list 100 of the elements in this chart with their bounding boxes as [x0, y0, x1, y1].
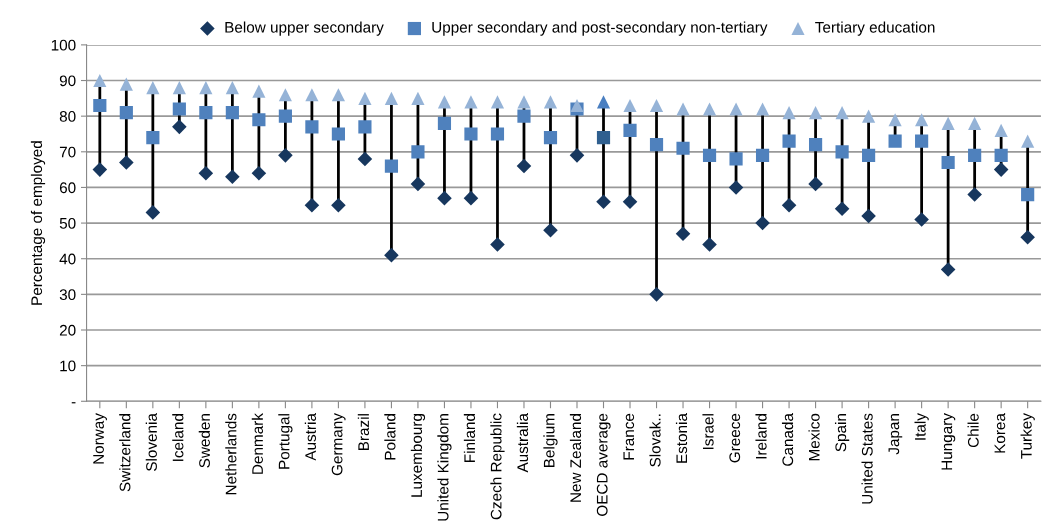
point [490, 237, 505, 252]
point [437, 95, 452, 109]
point [304, 197, 320, 213]
point [225, 106, 239, 120]
x-tick-label: Sweden [198, 414, 210, 468]
point [1020, 230, 1035, 245]
point [915, 134, 929, 148]
y-tick-label: 100 [51, 39, 76, 51]
x-tick-label: Finland [463, 414, 476, 462]
x-tick-label: Chile [967, 413, 979, 448]
x-tick-label: Spain [834, 414, 850, 452]
x-tick-label: Australia [516, 413, 529, 473]
point [490, 127, 505, 141]
point [278, 109, 292, 123]
point [411, 145, 425, 159]
point [808, 106, 823, 120]
x-tick-label: Estonia [675, 413, 688, 463]
point [676, 102, 690, 116]
point [252, 113, 266, 127]
point [835, 145, 849, 159]
point [490, 95, 505, 109]
point [543, 95, 558, 109]
point [92, 162, 108, 177]
x-tick-label: OECD average [596, 413, 611, 516]
point [410, 176, 426, 192]
point [305, 120, 319, 134]
point [305, 88, 319, 102]
point [967, 187, 982, 202]
point [835, 106, 849, 120]
x-tick-label: Slovenia [145, 413, 157, 471]
point [384, 91, 399, 105]
point [808, 138, 823, 152]
x-tick-label: Austria [304, 413, 316, 461]
point [781, 197, 797, 213]
point [702, 148, 717, 162]
point [543, 222, 558, 238]
point [516, 158, 532, 174]
point [252, 84, 266, 98]
point [649, 138, 664, 152]
point [993, 162, 1009, 177]
x-tick-label: Italy [914, 413, 929, 440]
point [941, 155, 955, 170]
x-tick-label: Korea [994, 413, 1006, 453]
point [862, 109, 876, 123]
point [464, 95, 478, 109]
point [862, 148, 876, 162]
x-tick-label: Turkey [1020, 413, 1035, 459]
point [411, 91, 425, 105]
point [358, 120, 372, 134]
point [543, 130, 558, 145]
point [1021, 134, 1035, 148]
point [278, 148, 293, 163]
point [172, 119, 187, 135]
x-tick-label: Portugal [278, 414, 293, 469]
x-tick-label: Belgium [543, 414, 558, 468]
x-tick-label: Ireland [755, 414, 767, 459]
point [596, 95, 611, 109]
x-tick-label: United States [861, 413, 873, 504]
point [755, 102, 770, 116]
point [437, 190, 452, 206]
point [278, 88, 292, 102]
x-tick-label: Iceland [172, 414, 184, 461]
legend-label: Below upper secondary [225, 21, 384, 36]
x-tick-label: Poland [384, 414, 396, 460]
point [623, 98, 637, 113]
x-tick-label: Norway [93, 413, 107, 464]
point [146, 81, 160, 95]
point [728, 180, 744, 195]
point [968, 148, 982, 162]
point [941, 116, 955, 130]
point [729, 152, 743, 166]
x-tick-label: United Kingdom [437, 414, 452, 521]
x-tick-label: New Zealand [569, 414, 582, 502]
point [225, 81, 239, 95]
point [649, 287, 664, 302]
point [782, 134, 796, 148]
x-tick-label: Canada [781, 413, 794, 466]
y-tick-label: 10 [60, 360, 76, 372]
point [729, 102, 743, 116]
point [463, 190, 479, 206]
point [569, 148, 585, 163]
point [596, 194, 611, 209]
point [225, 169, 240, 185]
point [994, 123, 1008, 137]
point [251, 165, 267, 181]
x-tick-label: Japan [888, 414, 903, 455]
y-axis-title: Percentage of employed [30, 141, 46, 305]
point [119, 77, 133, 91]
point [596, 130, 611, 145]
x-tick-label: Germany [331, 413, 346, 476]
point [358, 91, 372, 105]
point [199, 81, 213, 95]
x-tick-label: Switzerland [119, 414, 131, 492]
point [702, 102, 717, 116]
point [649, 98, 664, 113]
point [357, 151, 373, 167]
legend-label: Upper secondary and post-secondary non-tertiary [432, 21, 768, 36]
point [676, 141, 690, 155]
x-tick-label: Greece [729, 413, 741, 463]
x-tick-label: Luxembourg [410, 414, 426, 497]
